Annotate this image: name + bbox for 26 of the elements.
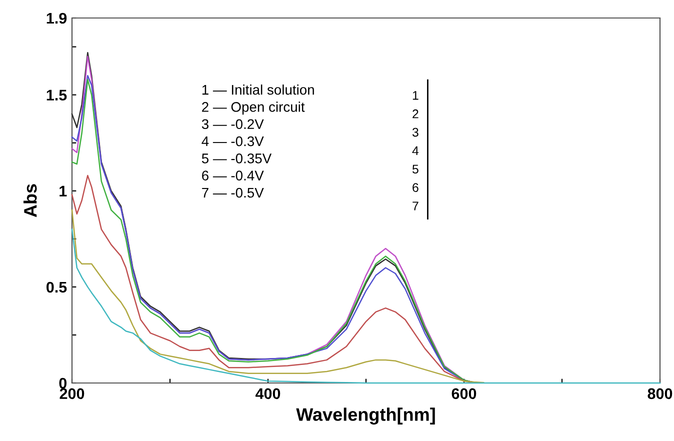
line-series	[71, 209, 484, 384]
x-tick-label: 200	[60, 388, 84, 400]
annotation: 5 — -0.35V	[202, 154, 272, 164]
annotation: 7 — -0.5V	[202, 188, 264, 198]
annotation: 3	[412, 128, 418, 137]
annotation: 7	[412, 202, 418, 210]
annotation: 6 — -0.4V	[202, 170, 264, 181]
annotation: 4 — -0.3V	[202, 136, 264, 146]
annotation: 6	[412, 183, 418, 192]
x-axis-title: Wavelength[nm]	[296, 408, 435, 425]
x-tick-label: 800	[648, 388, 672, 400]
y-axis-title: Abs	[24, 184, 37, 218]
y-tick-label: 1.9	[46, 12, 67, 24]
annotation: 3 — -0.2V	[202, 119, 264, 130]
annotation: 5	[412, 164, 418, 174]
y-tick-label: 1.5	[46, 90, 67, 101]
annotation: 2	[412, 109, 418, 118]
annotation: 4	[412, 146, 419, 156]
y-tick-label: 1	[60, 186, 67, 196]
x-tick-label: 600	[452, 388, 476, 400]
annotation: 2 — Open circuit	[202, 102, 305, 115]
annotation: 1 — Initial solution	[202, 84, 314, 95]
y-tick-label: 0	[59, 378, 67, 389]
y-tick-label: 0.5	[46, 282, 67, 293]
annotation: 1	[412, 91, 418, 100]
x-tick-label: 400	[255, 388, 280, 400]
